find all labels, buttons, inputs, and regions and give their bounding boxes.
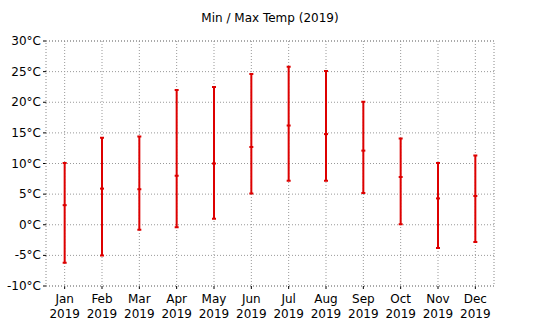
x-tick-label-line: 2019	[273, 307, 304, 321]
x-tick-label: Nov2019	[423, 292, 454, 321]
x-tick-label: Oct2019	[385, 292, 416, 321]
x-tick-label-line: 2019	[311, 307, 342, 321]
y-tick-label: 10°C	[11, 157, 41, 171]
mid-marker	[324, 133, 328, 135]
range-bar	[436, 163, 440, 248]
x-tick-label-line: Mar	[128, 292, 151, 306]
y-tick-label: 5°C	[19, 187, 41, 201]
x-tick-label-line: Jul	[280, 292, 295, 306]
grid-line	[46, 71, 494, 72]
background	[0, 0, 540, 330]
grid-line	[46, 41, 494, 42]
x-tick-label-line: 2019	[87, 307, 118, 321]
marks	[63, 67, 478, 263]
x-tick-label-line: 2019	[49, 307, 80, 321]
tick-mark	[438, 286, 439, 289]
grid-line	[46, 102, 494, 103]
x-tick-label: Jan2019	[49, 292, 80, 321]
tick-mark	[43, 286, 46, 287]
x-tick-label: Jul2019	[273, 292, 304, 321]
mid-marker	[361, 150, 365, 152]
range-bar	[100, 138, 104, 256]
x-tick-label-line: May	[202, 292, 227, 306]
grid-line	[46, 224, 494, 225]
mid-marker	[287, 125, 291, 127]
mid-marker	[249, 146, 253, 148]
x-tick-label-line: 2019	[236, 307, 267, 321]
range-bar	[212, 87, 216, 219]
mid-marker	[399, 176, 403, 178]
y-tick-label: 15°C	[11, 126, 41, 140]
x-tick-label-line: Aug	[314, 292, 337, 306]
grid	[46, 41, 494, 286]
tick-mark	[43, 71, 46, 72]
tick-mark	[43, 41, 46, 42]
grid-line	[46, 255, 494, 256]
range-bar	[287, 67, 291, 181]
x-tick-label-line: 2019	[124, 307, 155, 321]
tick-mark	[43, 102, 46, 103]
grid-line	[46, 132, 494, 133]
y-tick-label: 30°C	[11, 34, 41, 48]
range-bar	[137, 137, 141, 230]
x-tick-label-line: Jan	[54, 292, 74, 306]
tick-mark	[43, 255, 46, 256]
range-bar	[249, 74, 253, 193]
x-tick-label-line: 2019	[161, 307, 192, 321]
chart: Min / Max Temp (2019) -10°C -5°C 0°C 5°C 10°C…	[0, 0, 540, 330]
x-tick-label-line: 2019	[460, 307, 491, 321]
grid-line	[46, 163, 494, 164]
grid-line	[46, 194, 494, 195]
mid-marker	[100, 188, 104, 190]
x-tick-label: Apr2019	[161, 292, 192, 321]
y-tick-label: 20°C	[11, 95, 41, 109]
range-bar	[175, 90, 179, 227]
x-tick-label: May2019	[199, 292, 230, 321]
range-bar	[63, 163, 67, 263]
mid-marker	[175, 175, 179, 177]
x-tick-label-line: Feb	[91, 292, 112, 306]
x-tick-label: Dec2019	[460, 292, 491, 321]
x-tick-label: Mar2019	[124, 292, 155, 321]
title: Min / Max Temp (2019)	[201, 11, 338, 25]
y-tick-label: -10°C	[7, 279, 41, 293]
x-tick-label-line: Jun	[241, 292, 261, 306]
y-tick-label: 25°C	[11, 65, 41, 79]
tick-mark	[176, 286, 177, 289]
mid-marker	[63, 204, 67, 206]
range-bar	[473, 156, 477, 242]
x-tick-label-line: 2019	[423, 307, 454, 321]
mid-marker	[436, 197, 440, 199]
x-tick-label-line: Apr	[166, 292, 187, 306]
x-tick-label: Sep2019	[348, 292, 379, 321]
tick-mark	[43, 224, 46, 225]
y-tick-label: -5°C	[15, 248, 41, 262]
range-bar	[399, 138, 403, 224]
x-tick-label-line: Sep	[352, 292, 375, 306]
range-bar	[324, 71, 328, 181]
plot-frame	[46, 41, 494, 286]
mid-marker	[212, 163, 216, 165]
grid-line	[46, 286, 494, 287]
x-tick-label-line: Oct	[390, 292, 411, 306]
x-tick-label-line: 2019	[199, 307, 230, 321]
range-bar	[361, 102, 365, 193]
mid-marker	[473, 195, 477, 197]
x-tick-label-line: 2019	[385, 307, 416, 321]
x-tick-label-line: Dec	[464, 292, 487, 306]
mid-marker	[137, 188, 141, 190]
x-tick-label: Feb2019	[87, 292, 118, 321]
tick-mark	[363, 286, 364, 289]
tick-mark	[102, 286, 103, 289]
x-tick-label: Aug2019	[311, 292, 342, 321]
x-tick-label-line: 2019	[348, 307, 379, 321]
y-tick-label: 0°C	[19, 218, 41, 232]
x-tick-label: Jun2019	[236, 292, 267, 321]
x-tick-label-line: Nov	[426, 292, 449, 306]
